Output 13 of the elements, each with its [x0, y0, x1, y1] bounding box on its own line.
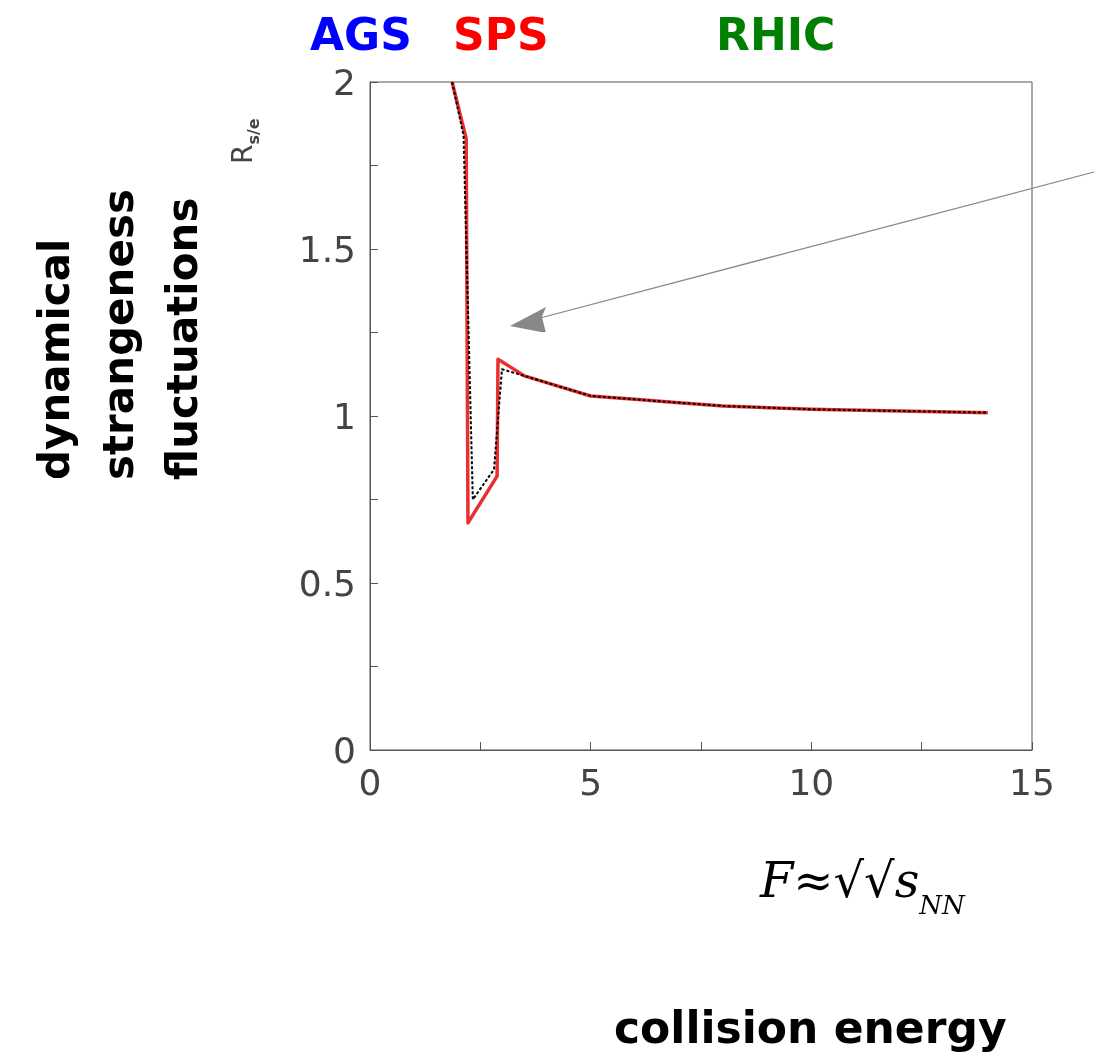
text: collision energy	[614, 1001, 1007, 1053]
y-tick-label: 1	[333, 395, 356, 437]
text: AGS	[310, 8, 412, 60]
x-tick-label: 15	[1009, 761, 1055, 803]
text: RHIC	[716, 8, 836, 60]
text: dynamical strangeness fluctuations	[29, 189, 207, 480]
x-tick-label: 10	[788, 761, 835, 803]
y-tick-label: 0	[333, 729, 356, 771]
x-tick-label: 5	[579, 761, 603, 803]
y-tick-label: 0.5	[298, 562, 356, 604]
text: SPS	[453, 8, 549, 60]
y-tick-label: 2	[333, 61, 356, 103]
y-tick-label: 1.5	[298, 228, 356, 270]
